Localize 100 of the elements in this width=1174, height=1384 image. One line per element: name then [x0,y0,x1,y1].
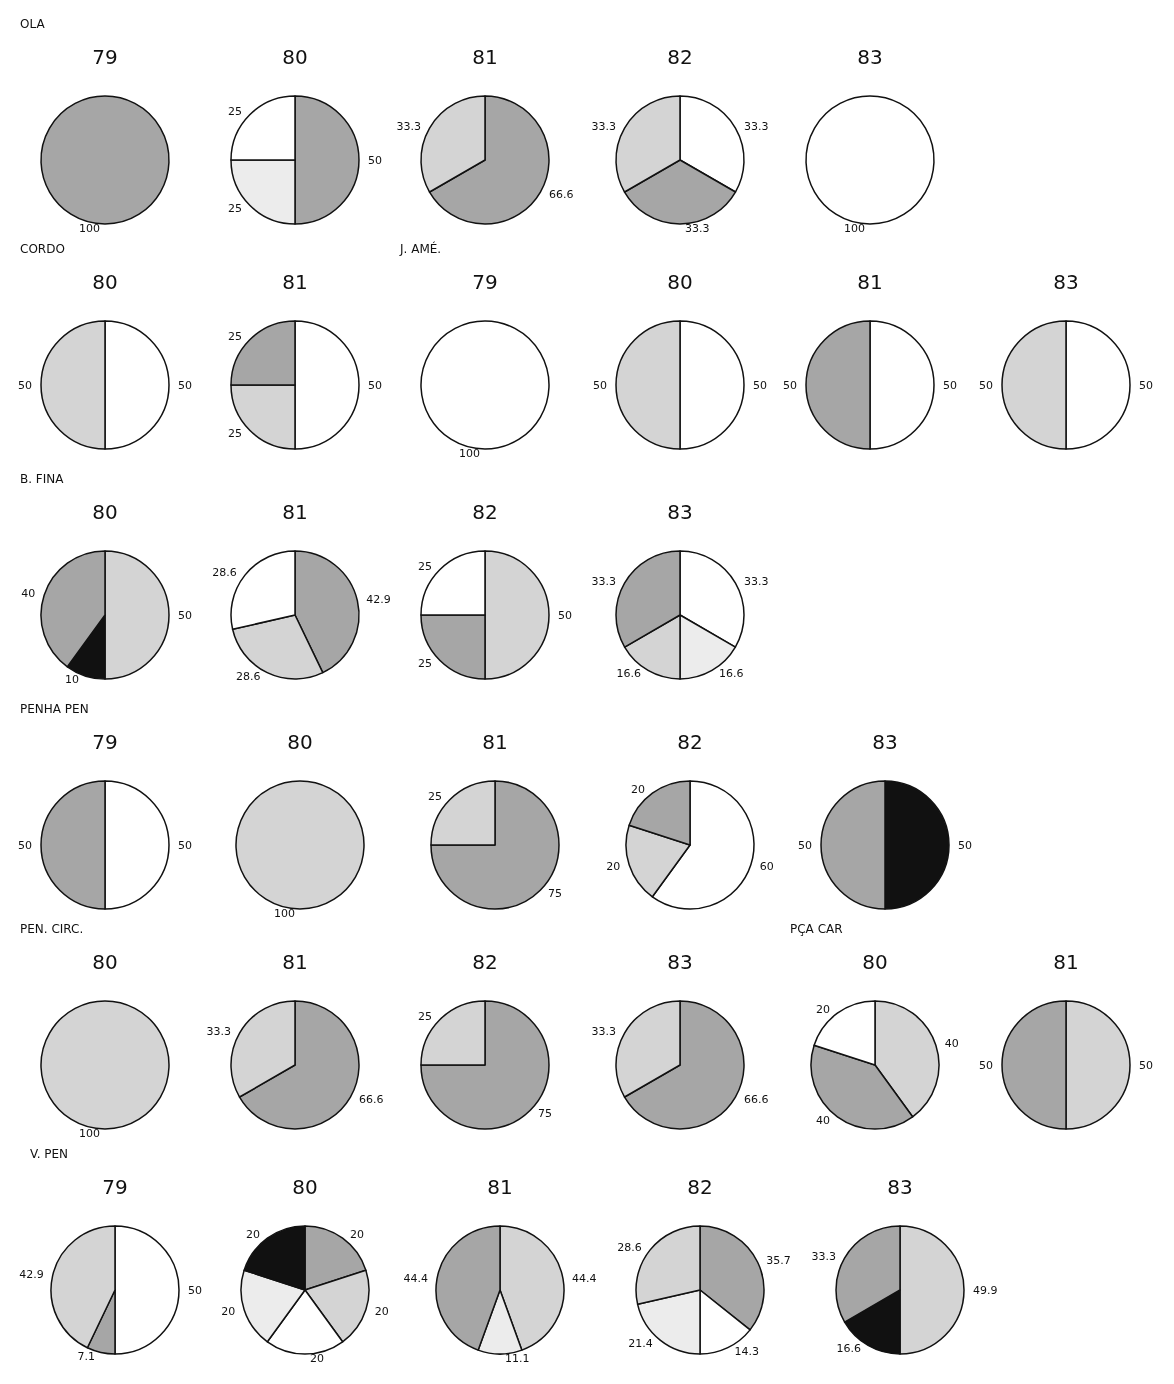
data-label: 40 [944,1037,959,1051]
data-label: 50 [753,378,767,392]
data-label: 25 [227,426,242,440]
data-label: 50 [798,838,812,852]
data-label: 42.9 [366,593,391,607]
data-label: 28.6 [212,566,237,580]
data-label: 20 [246,1228,261,1242]
data-label: 25 [417,1010,432,1024]
data-label: 50 [783,378,797,392]
chart-title: PEN. CIRC. [20,922,84,936]
chart-title: PENHA PEN [20,702,89,716]
chart-subtitle: 82 [667,45,693,69]
chart-subtitle: 82 [472,950,498,974]
chart-subtitle: 80 [292,1175,318,1199]
data-label: 100 [459,446,480,460]
data-label: 11.1 [505,1351,530,1365]
chart-title: CORDO [20,242,65,256]
chart-subtitle: 79 [92,730,118,754]
data-label: 20 [221,1304,236,1318]
data-label: 50 [178,608,192,622]
data-label: 49.9 [973,1283,998,1297]
data-label: 66.6 [743,1092,769,1106]
chart-subtitle: 82 [677,730,703,754]
data-label: 50 [368,378,382,392]
chart-subtitle: 80 [92,270,118,294]
data-label: 40 [21,587,36,601]
data-label: 25 [227,201,242,215]
data-label: 50 [18,838,32,852]
data-label: 20 [816,1003,831,1017]
data-label: 28.6 [236,669,261,683]
chart-subtitle: 79 [102,1175,128,1199]
data-label: 16.6 [836,1342,862,1356]
chart-title: B. FINA [20,472,65,486]
chart-subtitle: 81 [282,270,308,294]
data-label: 33.3 [811,1249,837,1263]
data-label: 50 [958,838,972,852]
chart-subtitle: 83 [857,45,883,69]
data-label: 75 [548,886,563,900]
chart-subtitle: 80 [92,950,118,974]
data-label: 66.6 [358,1092,384,1106]
data-label: 10 [64,673,79,687]
data-label: 20 [631,783,646,797]
data-label: 33.3 [396,119,422,133]
data-label: 25 [417,656,432,670]
data-label: 50 [188,1283,202,1297]
data-label: 100 [844,221,865,235]
data-label: 20 [374,1304,389,1318]
chart-title: PÇA CAR [790,922,843,936]
data-label: 35.7 [766,1253,791,1267]
chart-subtitle: 80 [862,950,888,974]
data-label: 50 [1139,378,1153,392]
data-label: 33.3 [591,574,617,588]
data-label: 40 [816,1113,831,1127]
data-label: 75 [538,1106,553,1120]
data-label: 66.6 [548,187,574,201]
data-label: 25 [227,330,242,344]
chart-subtitle: 80 [92,500,118,524]
chart-subtitle: 79 [92,45,118,69]
data-label: 50 [1139,1058,1153,1072]
data-label: 28.6 [617,1241,642,1255]
chart-subtitle: 83 [872,730,898,754]
chart-subtitle: 80 [282,45,308,69]
chart-subtitle: 80 [287,730,313,754]
chart-subtitle: 80 [667,270,693,294]
data-label: 16.6 [616,667,642,681]
data-label: 42.9 [19,1268,44,1282]
data-label: 25 [227,105,242,119]
data-label: 50 [18,378,32,392]
data-label: 7.1 [77,1349,95,1363]
data-label: 50 [558,608,572,622]
data-label: 20 [349,1228,364,1242]
chart-subtitle: 83 [1053,270,1079,294]
chart-subtitle: 83 [667,500,693,524]
data-label: 21.4 [628,1336,653,1350]
data-label: 25 [427,790,442,804]
chart-subtitle: 81 [857,270,883,294]
chart-subtitle: 81 [282,500,308,524]
data-label: 20 [310,1351,324,1365]
data-label: 50 [178,838,192,852]
data-label: 50 [979,1058,993,1072]
chart-subtitle: 81 [482,730,508,754]
data-label: 33.3 [743,574,769,588]
data-label: 44.4 [571,1271,597,1285]
data-label: 14.3 [734,1344,760,1358]
chart-subtitle: 82 [687,1175,713,1199]
data-label: 16.6 [718,667,744,681]
chart-title: V. PEN [30,1147,69,1161]
data-label: 100 [79,221,100,235]
chart-subtitle: 83 [667,950,693,974]
chart-subtitle: 81 [487,1175,513,1199]
chart-title: OLA [20,17,46,31]
chart-title: J. AMÉ. [399,241,442,256]
data-label: 100 [79,1126,100,1140]
chart-subtitle: 81 [1053,950,1079,974]
data-label: 60 [759,859,774,873]
data-label: 50 [178,378,192,392]
data-label: 44.4 [403,1271,429,1285]
data-label: 50 [593,378,607,392]
chart-subtitle: 79 [472,270,498,294]
data-label: 50 [368,153,382,167]
